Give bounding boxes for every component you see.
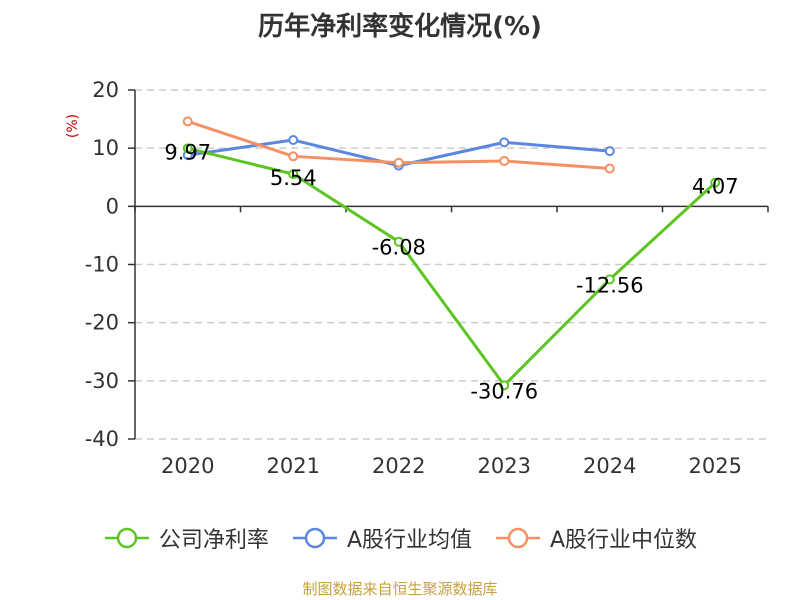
- y-tick-label: -40: [85, 427, 119, 451]
- y-tick-label: -20: [85, 311, 119, 335]
- legend-swatch-icon: [496, 527, 540, 549]
- legend-item[interactable]: 公司净利率: [103, 522, 269, 554]
- y-axis-label: (%): [65, 114, 81, 138]
- series-2: [182, 116, 615, 174]
- data-point[interactable]: [499, 155, 510, 166]
- legend-swatch-icon: [292, 527, 337, 549]
- data-point[interactable]: [499, 137, 510, 148]
- chart-title: 历年净利率变化情况(%): [258, 12, 542, 42]
- x-tick-label: 2025: [689, 454, 742, 478]
- y-tick-label: -10: [85, 253, 119, 277]
- legend-swatch-icon: [104, 527, 149, 549]
- x-tick-label: 2024: [583, 454, 636, 478]
- legend-item[interactable]: A股行业中位数: [494, 522, 697, 554]
- legend-item[interactable]: A股行业均值: [291, 522, 472, 554]
- axes: 20 10 0 -10 -20 -30 -40 2020 2021 2022 2023 2024 202…: [85, 78, 769, 478]
- data-point[interactable]: [393, 236, 404, 247]
- y-tick-label: 10: [92, 136, 119, 160]
- legend: 公司净利率 A股行业均值 A股行业中位数: [0, 518, 800, 558]
- data-point[interactable]: [182, 116, 193, 127]
- y-tick-label: 0: [106, 194, 119, 218]
- series-line: [187, 146, 717, 387]
- data-label: -12.56: [576, 273, 644, 297]
- data-point[interactable]: [288, 169, 299, 180]
- legend-label: 公司净利率: [158, 528, 269, 553]
- y-tick-label: -30: [85, 369, 119, 393]
- data-labels: 9.97 5.54 -6.08 -30.76 -12.56 4.07: [164, 140, 738, 403]
- grid-lines: [135, 89, 768, 440]
- legend-label: A股行业中位数: [550, 528, 698, 553]
- data-point[interactable]: [393, 157, 404, 168]
- data-point[interactable]: [604, 163, 615, 174]
- data-point[interactable]: [499, 380, 510, 391]
- x-tick-label: 2023: [478, 454, 531, 478]
- data-point[interactable]: [710, 177, 721, 188]
- x-tick-label: 2021: [267, 454, 320, 478]
- series-0: [182, 143, 721, 391]
- data-label: 4.07: [692, 175, 739, 199]
- y-tick-label: 20: [92, 78, 119, 102]
- x-tick-label: 2022: [372, 454, 425, 478]
- data-point[interactable]: [182, 143, 193, 154]
- data-point[interactable]: [288, 151, 299, 162]
- x-tick-label: 2020: [161, 454, 214, 478]
- data-label: 9.97: [164, 140, 211, 164]
- data-label: -6.08: [372, 236, 426, 260]
- series-lines: [182, 116, 721, 391]
- legend-label: A股行业均值: [346, 528, 472, 553]
- data-point[interactable]: [288, 135, 299, 146]
- data-label: -30.76: [470, 379, 538, 403]
- data-label: 5.54: [270, 166, 317, 190]
- source-note: 制图数据来自恒生聚源数据库: [302, 580, 498, 598]
- data-point[interactable]: [604, 274, 615, 285]
- data-point[interactable]: [604, 146, 615, 157]
